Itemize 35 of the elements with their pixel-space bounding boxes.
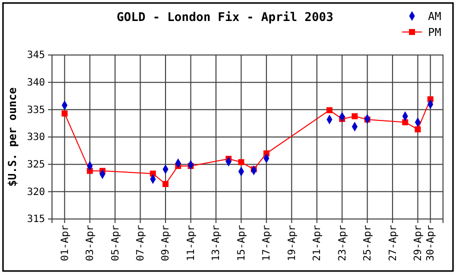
x-tick-label: 19-Apr	[286, 225, 298, 262]
y-tick-label: 330	[26, 132, 45, 144]
x-tick-label: 07-Apr	[135, 225, 146, 262]
y-tick-label: 345	[26, 50, 45, 62]
x-tick-label: 09-Apr	[160, 225, 172, 262]
x-tick-label: 27-Apr	[388, 225, 399, 262]
y-tick-label: 340	[26, 78, 45, 89]
point	[162, 181, 169, 188]
legend-label: PM	[428, 26, 442, 39]
x-tick-label: 30-Apr	[426, 225, 437, 262]
y-axis-title: $U.S. per ounce	[6, 86, 19, 187]
y-tick-label: 320	[26, 186, 45, 198]
y-tick-label: 335	[26, 104, 45, 116]
y-tick-label: 315	[26, 214, 45, 226]
x-tick-label: 23-Apr	[337, 225, 348, 262]
x-tick-label: 05-Apr	[110, 225, 122, 262]
x-tick-label: 25-Apr	[362, 225, 374, 262]
point	[402, 119, 408, 126]
x-tick-label: 11-Apr	[186, 225, 197, 262]
point	[238, 159, 244, 166]
point	[352, 113, 358, 120]
y-tick-label: 325	[26, 160, 45, 171]
x-tick-label: 15-Apr	[236, 225, 248, 262]
point	[150, 170, 156, 177]
point	[414, 126, 421, 132]
point	[62, 110, 68, 116]
x-tick-label: 03-Apr	[85, 225, 96, 262]
x-tick-label: 13-Apr	[211, 225, 222, 262]
legend-label: AM	[428, 10, 442, 23]
x-tick-label: 21-Apr	[312, 225, 324, 262]
x-tick-label: 17-Apr	[262, 225, 273, 262]
chart-title: GOLD - London Fix - April 2003	[116, 10, 334, 24]
x-tick-label: 29-Apr	[412, 225, 424, 262]
x-tick-label: 01-Apr	[60, 225, 71, 262]
point	[326, 107, 332, 114]
